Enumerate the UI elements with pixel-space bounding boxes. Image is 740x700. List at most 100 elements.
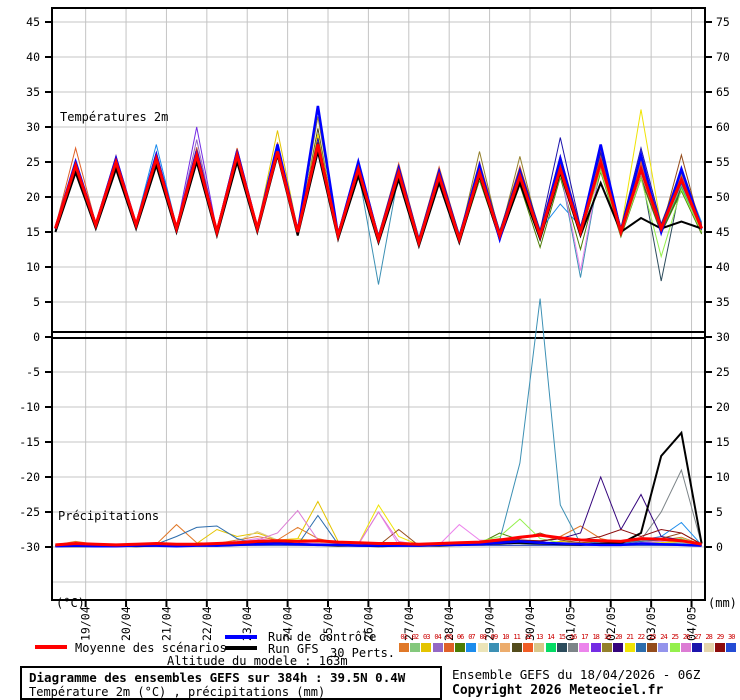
control-run-precip-line (55, 540, 702, 548)
right-tick-label: 60 (716, 120, 730, 134)
pert-color-swatch (681, 643, 692, 652)
left-tick-label: 5 (33, 295, 40, 309)
copyright-label: Copyright 2026 Meteociel.fr (452, 683, 664, 698)
x-tick-label: 26/04 (361, 606, 375, 641)
pert-color-swatch (726, 643, 737, 652)
pert-legend-item-25: 25 (669, 632, 680, 652)
pert-legend-item-04: 04 (432, 632, 443, 652)
pert-number-label: 01 (400, 633, 408, 641)
pert-color-swatch (568, 643, 579, 652)
pert-color-swatch (601, 643, 612, 652)
perturbations-count-label: 30 Perts. (330, 646, 396, 660)
gfs-run-legend-swatch (225, 646, 257, 650)
left-tick-label: 35 (26, 85, 40, 99)
ensemble-chart: 19/04 20/04 21/04 22/04 23/04 24/04 25/04 26/04… (19, 7, 730, 641)
x-tick-label: 30/04 (523, 606, 537, 641)
right-axis-unit-label: (mm) (708, 596, 737, 610)
x-tick-label: 21/04 (159, 606, 173, 641)
ensemble-mean-temp-line (53, 144, 703, 248)
pert-legend-item-20: 20 (613, 632, 624, 652)
pert-legend-item-18: 18 (590, 632, 601, 652)
pert-number-label: 23 (648, 633, 657, 641)
left-tick-label: 40 (26, 50, 40, 64)
member-27-temp-line (54, 137, 703, 241)
right-tick-label: 75 (716, 15, 730, 29)
pert-color-swatch (579, 643, 590, 652)
pert-number-label: 13 (535, 633, 544, 641)
x-tick-label: 25/04 (321, 606, 335, 641)
pert-number-label: 02 (411, 633, 420, 641)
ensemble-mean-legend-label: Moyenne des scénarios (75, 641, 227, 655)
member-24-temp-line (54, 140, 703, 241)
right-tick-label: 20 (716, 400, 730, 414)
pert-legend-item-02: 02 (409, 632, 420, 652)
pert-color-swatch (635, 643, 646, 652)
plot-border (51, 7, 706, 601)
pert-number-label: 07 (468, 633, 476, 641)
model-altitude-label: Altitude du modele : 163m (167, 654, 348, 668)
pert-number-label: 25 (671, 633, 680, 641)
pert-number-label: 26 (682, 633, 691, 641)
right-tick-label: 40 (716, 260, 730, 274)
member-12-temp-line (54, 138, 703, 241)
pert-legend-item-01: 01 (398, 632, 409, 652)
pert-number-label: 19 (603, 633, 612, 641)
pert-legend-item-23: 23 (647, 632, 658, 652)
pert-legend-item-30: 30 (726, 632, 737, 652)
pert-color-swatch (455, 643, 466, 652)
x-tick-label: 02/05 (604, 606, 618, 641)
x-tick-label: 20/04 (119, 606, 133, 641)
pert-number-label: 17 (581, 633, 589, 641)
left-tick-label: 20 (26, 190, 40, 204)
left-tick-label: 45 (26, 15, 40, 29)
pert-color-swatch (443, 643, 454, 652)
left-tick-label: 10 (26, 260, 40, 274)
left-tick-label: -30 (19, 540, 40, 554)
right-tick-label: 70 (716, 50, 730, 64)
left-tick-label: 15 (26, 225, 40, 239)
run-info-label: Ensemble GEFS du 18/04/2026 - 06Z (452, 667, 701, 682)
pert-color-swatch (409, 643, 420, 652)
x-tick-label: 24/04 (281, 606, 295, 641)
pert-legend-item-17: 17 (579, 632, 590, 652)
pert-color-swatch (421, 643, 432, 652)
x-tick-label: 22/04 (200, 606, 214, 641)
pert-color-swatch (624, 643, 635, 652)
pert-number-label: 05 (445, 633, 454, 641)
pert-color-swatch (522, 643, 533, 652)
x-tick-label: 03/05 (644, 606, 658, 641)
member-01-temp-line (54, 140, 703, 242)
pert-legend-item-24: 24 (658, 632, 669, 652)
pert-number-label: 22 (637, 633, 646, 641)
x-tick-label: 04/05 (685, 606, 699, 641)
pert-legend-item-10: 10 (500, 632, 511, 652)
pert-legend-item-22: 22 (635, 632, 646, 652)
right-tick-label: 50 (716, 190, 730, 204)
pert-number-label: 27 (694, 633, 702, 641)
pert-number-label: 18 (592, 633, 600, 641)
pert-legend-item-12: 12 (522, 632, 533, 652)
pert-color-swatch (669, 643, 680, 652)
precipitation-section-label: Précipitations (58, 509, 160, 523)
pert-number-label: 10 (502, 633, 510, 641)
pert-color-swatch (500, 643, 511, 652)
gfs-run-precip-line (55, 430, 703, 548)
pert-color-swatch (477, 643, 488, 652)
pert-number-label: 28 (705, 633, 713, 641)
pert-number-label: 29 (716, 633, 725, 641)
left-tick-label: 30 (26, 120, 40, 134)
pert-color-swatch (647, 643, 658, 652)
pert-number-label: 15 (558, 633, 567, 641)
right-tick-label: 0 (716, 540, 723, 554)
pert-number-label: 21 (626, 633, 634, 641)
pert-color-swatch (613, 643, 624, 652)
pert-legend-item-03: 03 (421, 632, 432, 652)
right-tick-label: 15 (716, 435, 730, 449)
pert-legend-item-16: 16 (567, 632, 579, 652)
pert-legend-item-26: 26 (680, 632, 692, 652)
member-11-temp-line (54, 128, 703, 247)
pert-legend-item-19: 19 (601, 632, 612, 652)
left-tick-label: -25 (19, 505, 40, 519)
pert-legend-item-29: 29 (714, 632, 725, 652)
